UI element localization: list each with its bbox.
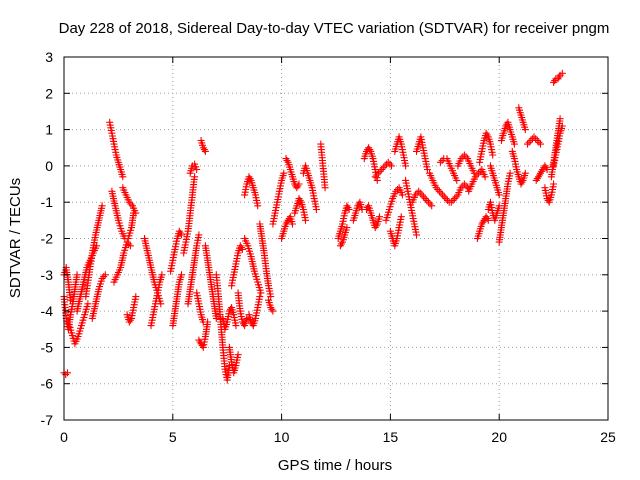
data-point — [495, 191, 503, 199]
y-tick-label: -7 — [41, 412, 54, 428]
y-tick-label: 0 — [45, 158, 53, 174]
data-point — [254, 202, 262, 210]
data-point — [550, 180, 558, 188]
data-point — [402, 162, 410, 170]
data-point — [289, 220, 296, 228]
data-point — [101, 271, 109, 279]
data-point — [484, 216, 492, 224]
x-tick-label: 0 — [60, 429, 68, 445]
data-point — [126, 242, 134, 250]
data-point — [295, 180, 303, 188]
data-point — [537, 140, 544, 148]
data-point — [345, 206, 353, 213]
data-point — [558, 122, 566, 130]
data-point — [376, 213, 383, 221]
data-point — [201, 147, 209, 155]
data-point — [423, 166, 431, 173]
data-point — [132, 293, 140, 301]
data-point — [212, 314, 220, 322]
y-tick-label: 1 — [45, 122, 53, 138]
data-point — [280, 169, 288, 177]
data-point — [321, 184, 329, 192]
data-point — [398, 191, 406, 199]
data-point — [558, 69, 566, 77]
y-tick-label: -3 — [41, 267, 54, 283]
y-axis-label: SDTVAR / TECUs — [7, 178, 24, 298]
y-tick-label: 2 — [45, 85, 53, 101]
x-tick-label: 5 — [169, 429, 177, 445]
data-point — [269, 307, 277, 315]
data-point — [312, 206, 320, 213]
data-point — [193, 166, 201, 173]
data-point — [506, 169, 514, 177]
y-tick-label: -1 — [41, 194, 54, 210]
data-point — [489, 151, 497, 159]
data-point — [238, 245, 246, 253]
y-tick-label: -2 — [41, 231, 54, 247]
data-point — [510, 140, 518, 148]
data-point — [243, 314, 251, 322]
data-point — [257, 289, 265, 297]
data-point — [98, 202, 106, 210]
x-tick-label: 25 — [600, 429, 616, 445]
data-point — [481, 173, 489, 181]
x-tick-label: 15 — [383, 429, 399, 445]
data-point — [234, 351, 242, 359]
data-point — [195, 231, 203, 239]
data-point — [67, 296, 74, 304]
data-point — [302, 216, 309, 224]
data-point — [521, 169, 529, 177]
y-tick-label: 3 — [45, 49, 53, 65]
plot-markers — [60, 69, 566, 384]
axis-ticks — [63, 56, 609, 421]
data-point — [556, 115, 564, 123]
data-point — [256, 293, 264, 301]
data-point — [132, 209, 140, 217]
data-point — [119, 173, 127, 181]
tick-labels: 0 5 10 15 20 25 -7 -6 -5 -4 -3 -2 -1 0 1 2 3 — [41, 49, 616, 445]
data-point — [158, 271, 166, 279]
data-point — [413, 231, 420, 239]
x-tick-label: 10 — [274, 429, 290, 445]
y-tick-label: -5 — [41, 339, 54, 355]
data-point — [178, 231, 185, 239]
data-point — [73, 271, 81, 279]
data-point — [232, 322, 240, 330]
data-point — [397, 213, 405, 221]
data-point — [343, 224, 351, 232]
x-axis-label: GPS time / hours — [278, 457, 392, 474]
y-tick-label: -4 — [41, 303, 54, 319]
data-point — [84, 300, 92, 308]
y-tick-label: -6 — [41, 376, 54, 392]
data-point — [521, 126, 529, 134]
data-point — [191, 173, 199, 181]
data-point — [267, 293, 275, 301]
data-point — [388, 162, 395, 170]
data-point — [64, 369, 71, 377]
data-point — [178, 271, 185, 279]
data-point — [428, 202, 436, 210]
x-tick-label: 20 — [491, 429, 507, 445]
data-point — [204, 318, 212, 326]
data-point — [453, 176, 461, 184]
chart-title: Day 228 of 2018, Sidereal Day-to-day VTE… — [59, 20, 610, 37]
